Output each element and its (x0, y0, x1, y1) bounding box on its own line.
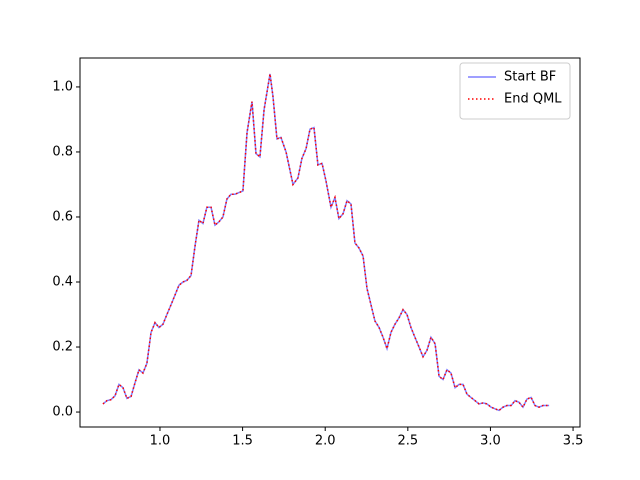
legend-label: End QML (504, 92, 562, 107)
y-tick-label: 0.4 (52, 275, 73, 290)
y-tick-label: 0.2 (52, 340, 73, 355)
y-tick-label: 0.8 (52, 144, 73, 159)
y-tick-label: 1.0 (52, 79, 73, 94)
x-tick-label: 1.5 (232, 434, 253, 449)
line-series (102, 73, 550, 412)
x-tick-label: 2.0 (315, 434, 336, 449)
legend-label: Start BF (504, 70, 556, 85)
x-tick-label: 3.5 (563, 434, 584, 449)
x-tick-label: 3.0 (480, 434, 501, 449)
y-tick-label: 0.0 (52, 405, 73, 420)
y-tick-label: 0.6 (52, 209, 73, 224)
plot-area (79, 57, 581, 428)
x-tick-label: 1.0 (150, 434, 171, 449)
line-series (102, 73, 550, 412)
x-tick-label: 2.5 (397, 434, 418, 449)
